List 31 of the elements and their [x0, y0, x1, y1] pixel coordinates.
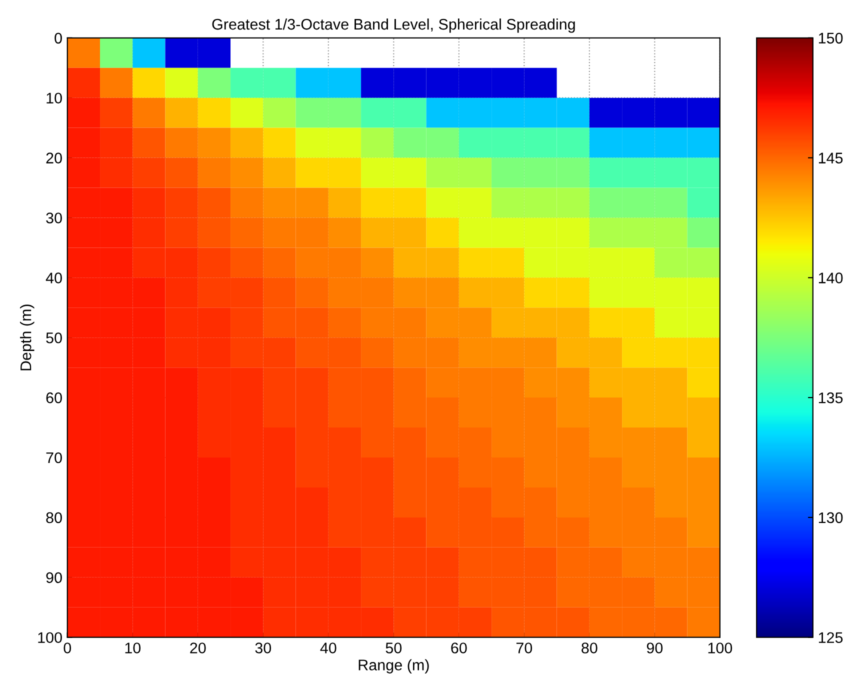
x-tick-label: 30 [255, 642, 272, 654]
color-bar-label: 125 [818, 632, 843, 644]
x-tick-label: 100 [708, 642, 732, 654]
y-tick-label: 60 [46, 392, 62, 404]
y-tick-label: 40 [46, 272, 62, 284]
color-bar-label: 145 [818, 152, 843, 164]
x-tick-label: 40 [320, 642, 336, 654]
chart-title: Greatest 1/3-Octave Band Level, Spherical Spreading [212, 18, 575, 33]
y-axis-title: Depth (m) [20, 304, 34, 370]
y-tick-label: 70 [46, 452, 62, 464]
color-bar-label: 135 [818, 392, 843, 404]
x-tick-label: 0 [64, 642, 72, 654]
y-tick-label: 50 [46, 332, 62, 344]
x-axis-title: Range (m) [358, 659, 429, 674]
x-tick-label: 20 [190, 642, 206, 654]
y-tick-label: 100 [38, 632, 62, 644]
y-tick-label: 90 [46, 572, 62, 584]
y-tick-label: 20 [46, 152, 62, 164]
y-tick-label: 80 [46, 512, 62, 524]
color-bar-label: 140 [818, 272, 843, 284]
color-bar-label: 130 [818, 512, 843, 524]
x-tick-label: 70 [516, 642, 532, 654]
x-tick-label: 80 [582, 642, 598, 654]
x-tick-label: 50 [386, 642, 402, 654]
y-tick-label: 30 [46, 212, 62, 224]
x-tick-label: 90 [646, 642, 663, 654]
x-tick-label: 60 [451, 642, 467, 654]
color-bar-label: 150 [818, 32, 843, 44]
y-tick-label: 10 [46, 92, 62, 104]
x-tick-label: 10 [125, 642, 141, 654]
y-tick-label: 0 [54, 32, 62, 44]
